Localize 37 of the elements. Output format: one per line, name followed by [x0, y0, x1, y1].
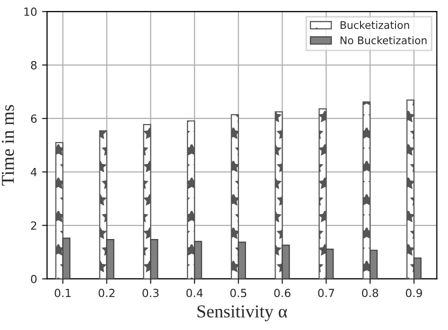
bar — [194, 240, 202, 279]
bar — [99, 130, 108, 279]
y-axis-title: Time in ms — [2, 105, 14, 186]
bar — [62, 238, 70, 279]
bar — [326, 248, 334, 279]
bar — [230, 114, 239, 279]
bar — [406, 99, 415, 279]
bar — [143, 124, 152, 279]
legend-label: No Bucketization — [340, 36, 427, 44]
y-tick-label: 2 — [31, 221, 36, 230]
bar — [318, 108, 327, 279]
x-tick-label: 0.7 — [318, 288, 334, 298]
bar — [186, 120, 196, 279]
bar — [370, 250, 378, 279]
bar — [362, 101, 371, 279]
y-tick-label: 0 — [30, 274, 37, 284]
x-tick-label: 0.8 — [362, 288, 378, 298]
x-tick-label: 0.1 — [54, 288, 71, 298]
x-tick-label: 0.5 — [230, 288, 246, 298]
x-tick-label: 0.9 — [406, 288, 422, 298]
x-tick-label: 0.3 — [142, 288, 159, 298]
legend-label: Bucketization — [340, 20, 410, 29]
bar — [106, 239, 114, 279]
bar — [413, 257, 422, 279]
y-tick-label: 4 — [30, 168, 37, 176]
y-tick-label: 10 — [24, 8, 37, 16]
bar — [274, 111, 283, 279]
x-tick-label: 0.2 — [98, 288, 114, 298]
y-tick-label: 8 — [31, 60, 37, 70]
bar — [150, 239, 158, 279]
x-tick-label: 0.6 — [274, 288, 290, 298]
bar — [55, 142, 64, 279]
y-tick-label: 6 — [31, 114, 37, 123]
x-tick-label: 0.4 — [186, 288, 203, 298]
x-axis-title: Sensitivity α — [198, 305, 288, 322]
bar — [282, 244, 290, 279]
bar — [238, 242, 246, 279]
